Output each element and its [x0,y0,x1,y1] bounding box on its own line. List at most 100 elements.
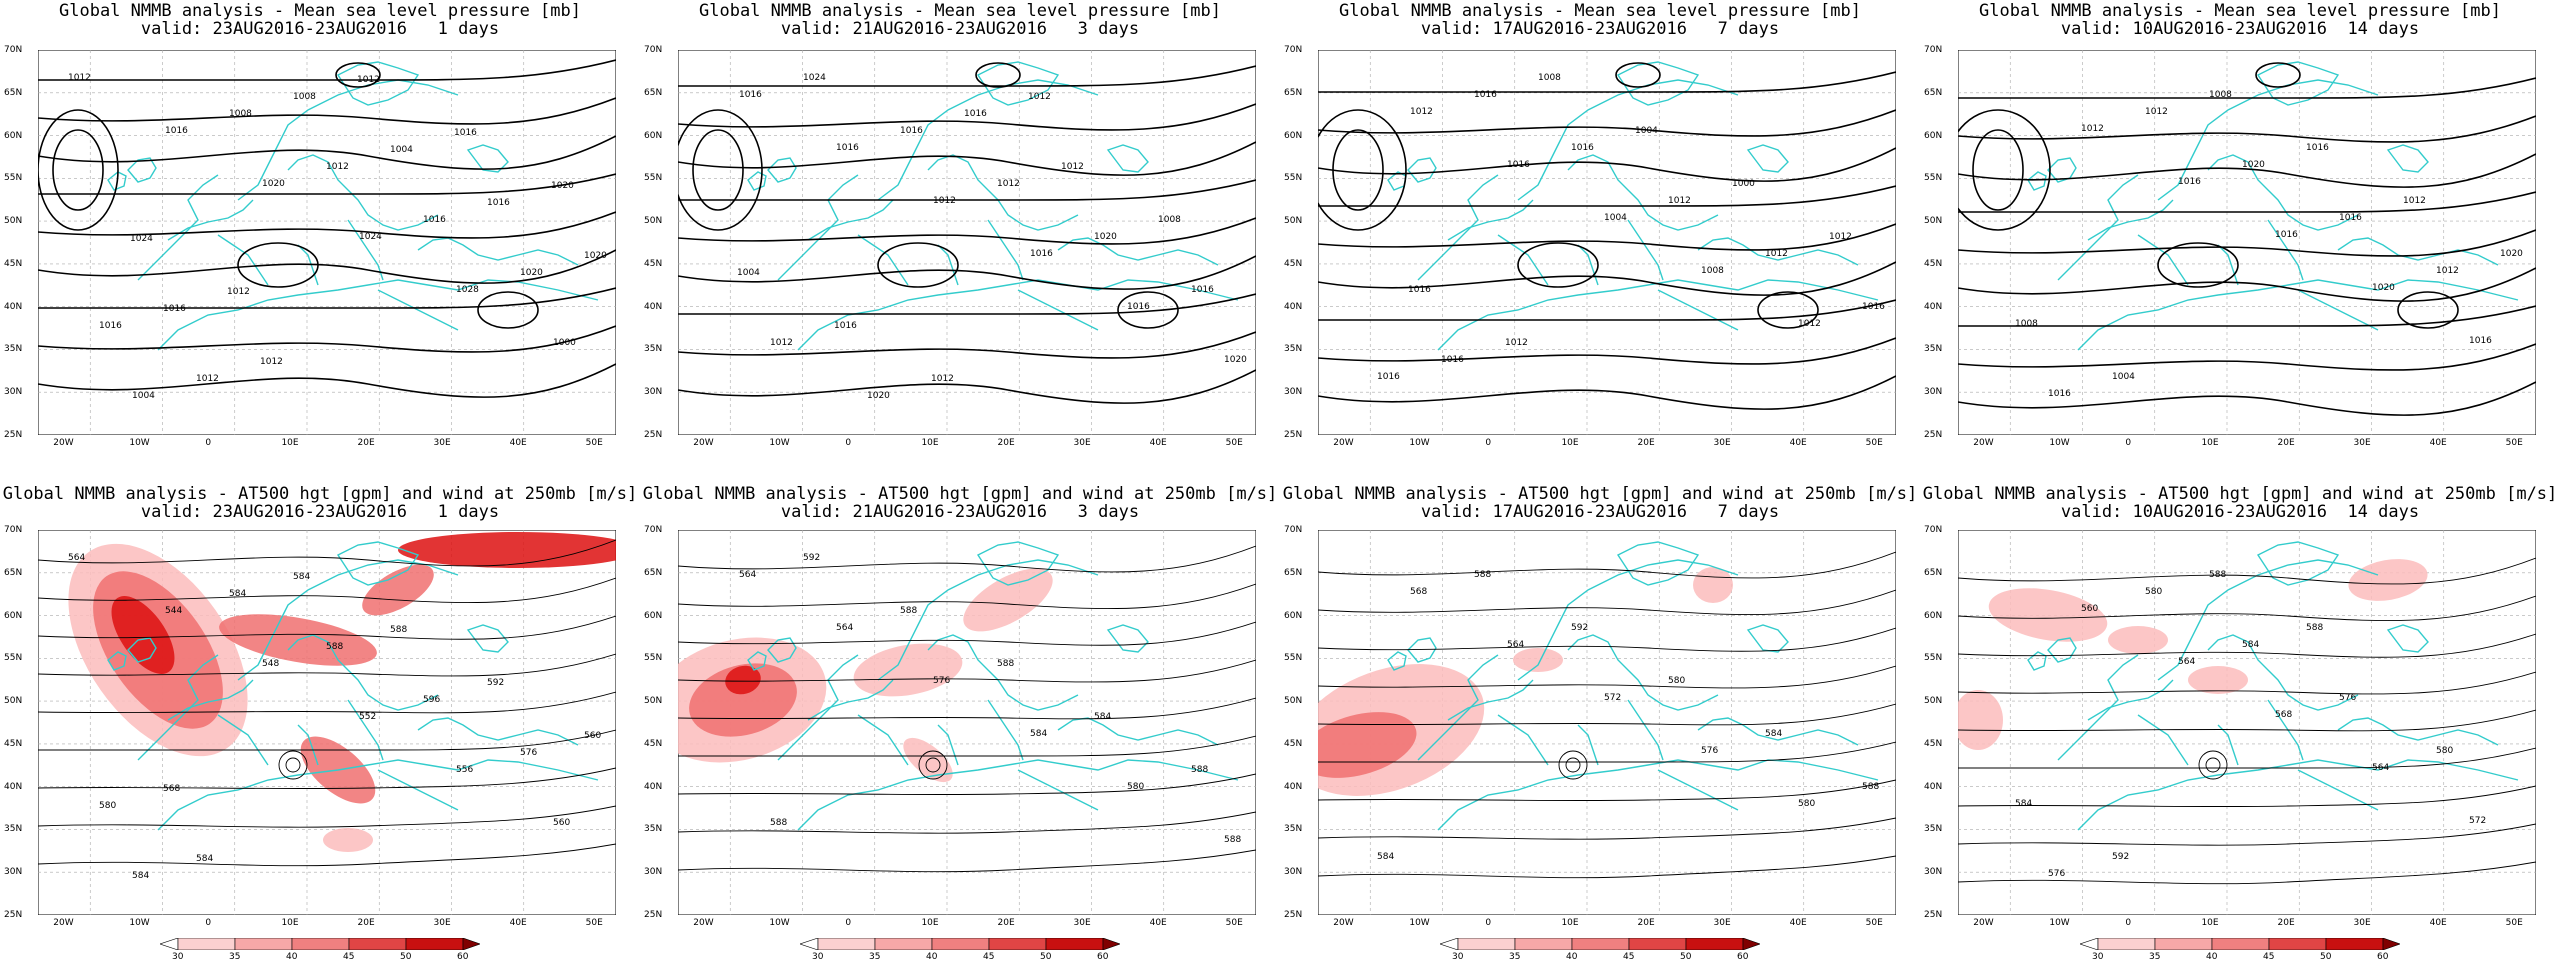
map-mslp: 1016 1016 1012 1016 1016 1020 1024 1016 1012 1020… [678,50,1256,435]
colorbar-tick-label: 50 [400,952,412,962]
lon-tick-label: 40E [2429,438,2447,448]
lat-tick-label: 35N [1284,344,1303,355]
lat-tick-label: 45N [1924,738,1943,749]
lat-tick-label: 35N [644,344,663,355]
lon-tick-label: 50E [1865,438,1883,448]
contour-label: 568 [2275,710,2292,720]
contour-label: 1012 [997,179,1020,189]
lat-tick-label: 45N [4,738,23,749]
contour-label: 580 [1668,676,1685,686]
lat-tick-label: 60N [1284,130,1303,141]
colorbar [160,938,480,950]
contour-label: 1012 [2403,196,2426,206]
lon-tick-label: 10E [2201,438,2219,448]
contour-label: 552 [359,712,376,722]
lat-tick-label: 45N [1284,258,1303,269]
contour-label: 560 [2081,604,2098,614]
contour-label: 564 [2372,763,2389,773]
contour-label: 572 [1604,693,1621,703]
lat-tick-label: 50N [1924,696,1943,707]
contour-label: 1016 [1474,90,1497,100]
lat-tick-label: 60N [644,130,663,141]
lat-tick-label: 30N [1284,867,1303,878]
lat-tick-label: 55N [1924,173,1943,184]
contour-label: 1016 [163,304,186,314]
lon-tick-label: 20W [693,438,714,448]
lat-tick-label: 50N [644,696,663,707]
contours [38,59,616,398]
lat-tick-label: 35N [4,344,23,355]
contour-label: 1012 [1410,107,1433,117]
lon-tick-label: 30E [1073,438,1091,448]
lat-tick-label: 60N [1284,610,1303,621]
lon-tick-label: 20E [1637,918,1655,928]
lon-tick-label: 30E [1073,918,1091,928]
jet-shading [1958,559,2428,750]
lat-tick-label: 70N [1924,45,1943,55]
contour-label: 1016 [423,215,446,225]
lon-tick-label: 10E [1561,918,1579,928]
contour-label: 1004 [1635,126,1658,136]
panel-title-line1: Global NMMB analysis - AT500 hgt [gpm] a… [2,484,638,504]
contour-label: 1008 [229,109,252,119]
colorbar-tick-label: 50 [1040,952,1052,962]
contour-label: 592 [2112,852,2129,862]
contour-label: 556 [456,765,473,775]
colorbar-tick-label: 30 [2092,952,2104,962]
lat-tick-label: 60N [644,610,663,621]
panel-mslp-0: Global NMMB analysis - Mean sea level pr… [0,0,640,480]
contour-label: 1012 [1028,92,1051,102]
lon-tick-label: 50E [585,918,603,928]
panel-z500-1: Global NMMB analysis - AT500 hgt [gpm] a… [640,480,1280,962]
contour-label: 1020 [867,391,890,401]
contour-label: 1008 [2209,90,2232,100]
contour-label: 588 [1862,782,1879,792]
panel-z500-2: Global NMMB analysis - AT500 hgt [gpm] a… [1280,480,1920,962]
lat-tick-label: 50N [1284,696,1303,707]
lat-tick-label: 40N [4,301,23,312]
contour-label: 584 [229,589,246,599]
lat-tick-label: 60N [1924,130,1943,141]
contour-label: 1000 [1732,179,1755,189]
panel-title-valid: valid: 21AUG2016-23AUG2016 3 days [780,502,1140,522]
lon-tick-label: 20W [53,438,74,448]
lat-tick-label: 65N [644,567,663,578]
lat-tick-label: 40N [644,781,663,792]
lat-tick-label: 40N [644,301,663,312]
lon-tick-label: 50E [585,438,603,448]
contour-label: 580 [1798,799,1815,809]
contour-labels: 568 564 572 576 580 584 588 592 580 584 588 [1377,570,1879,862]
contour-label: 592 [1571,623,1588,633]
lat-tick-label: 30N [4,867,23,878]
lat-tick-label: 35N [1924,824,1943,835]
lon-tick-label: 0 [205,918,212,928]
lat-tick-label: 55N [4,173,23,184]
lon-tick-label: 20E [357,918,375,928]
lat-tick-label: 25N [1284,910,1303,920]
contour-label: 1012 [1798,319,1821,329]
lat-tick-label: 70N [1924,525,1943,535]
panel-z500-3: Global NMMB analysis - AT500 hgt [gpm] a… [1920,480,2560,962]
lat-tick-label: 70N [1284,45,1303,55]
colorbar [800,938,1120,950]
lat-tick-label: 65N [1924,87,1943,98]
lon-tick-label: 20W [1973,918,1994,928]
contour-labels: 1012 1016 1020 1024 1028 1000 1004 1008 1012 1016… [68,73,607,401]
map-z500: 560 564 568 564 572 576 580 584 576 580 584 592 588 5… [1958,530,2536,915]
lat-tick-label: 70N [644,45,663,55]
contour-label: 576 [2339,693,2356,703]
contour-label: 1008 [293,92,316,102]
lat-tick-label: 30N [4,387,23,398]
contour-label: 1020 [584,251,607,261]
lon-tick-label: 20E [2277,438,2295,448]
contour-label: 1016 [1030,249,1053,259]
contour-label: 1012 [2081,124,2104,134]
lat-tick-label: 30N [644,387,663,398]
lat-tick-label: 40N [1284,781,1303,792]
panel-title: Global NMMB analysis - AT500 hgt [gpm] a… [1280,485,1920,521]
contour-label: 1016 [834,321,857,331]
lat-tick-label: 65N [644,87,663,98]
contours [1318,551,1896,879]
lat-tick-label: 25N [4,430,23,440]
contour-label: 560 [553,818,570,828]
